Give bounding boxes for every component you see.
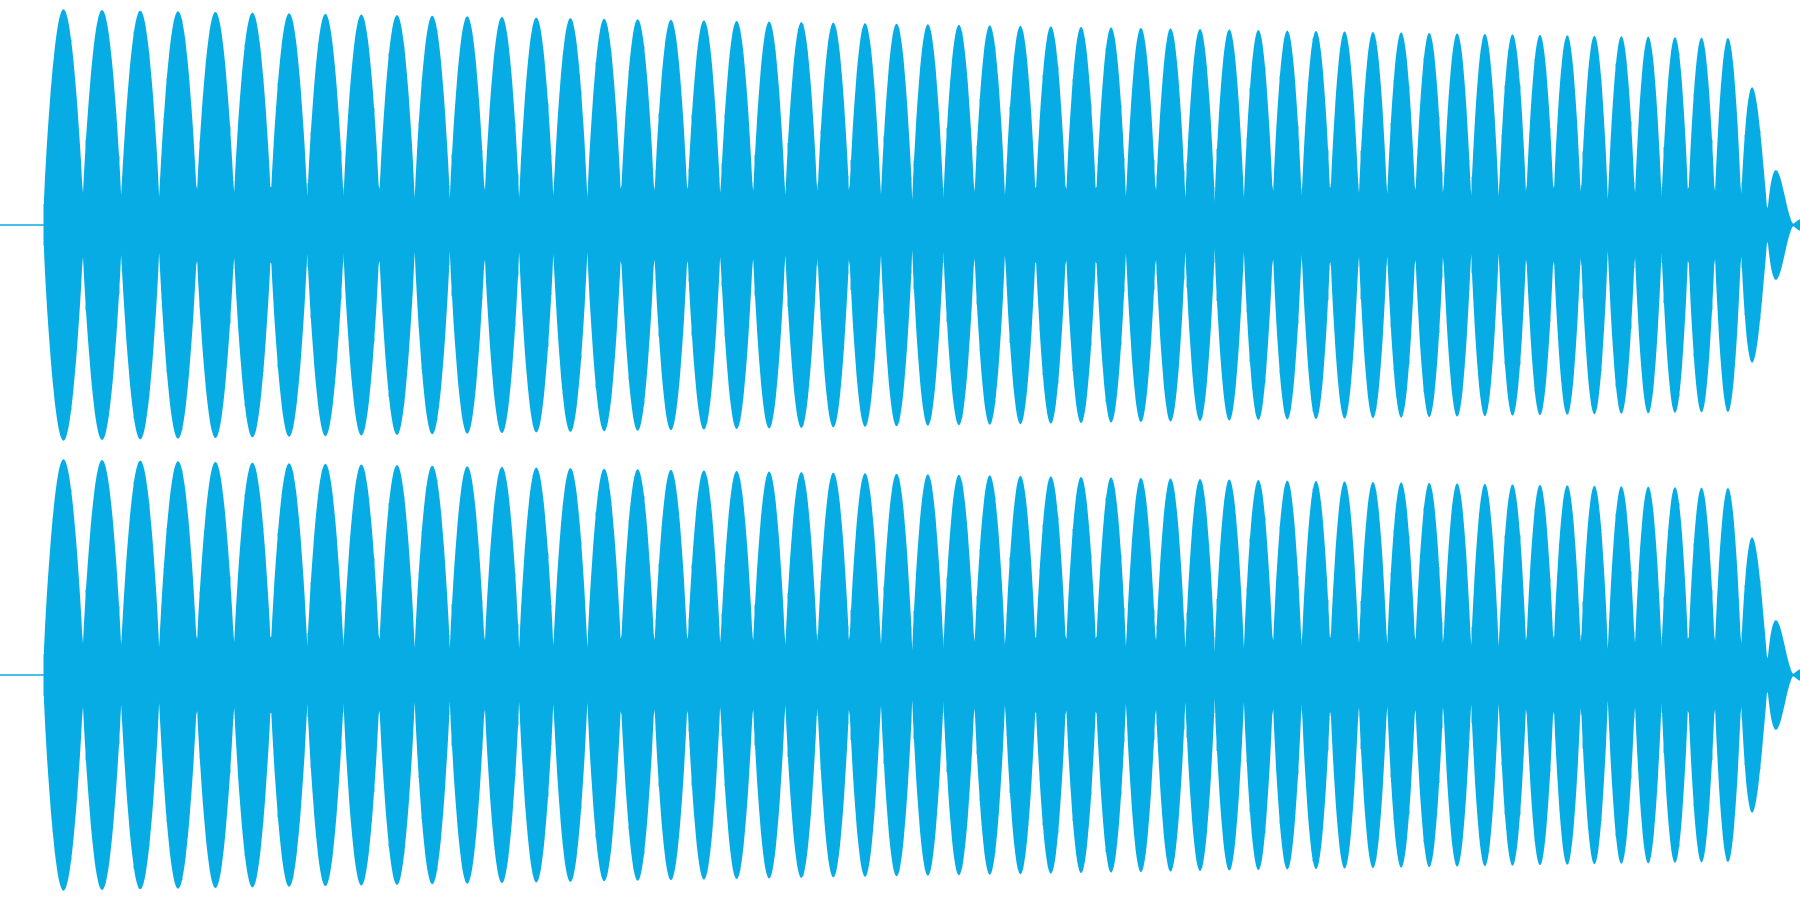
channel-left-waveform [0,9,1800,441]
channel-right-waveform [0,459,1800,891]
left-channel-envelope [44,9,1800,441]
right-channel-envelope [44,459,1800,891]
